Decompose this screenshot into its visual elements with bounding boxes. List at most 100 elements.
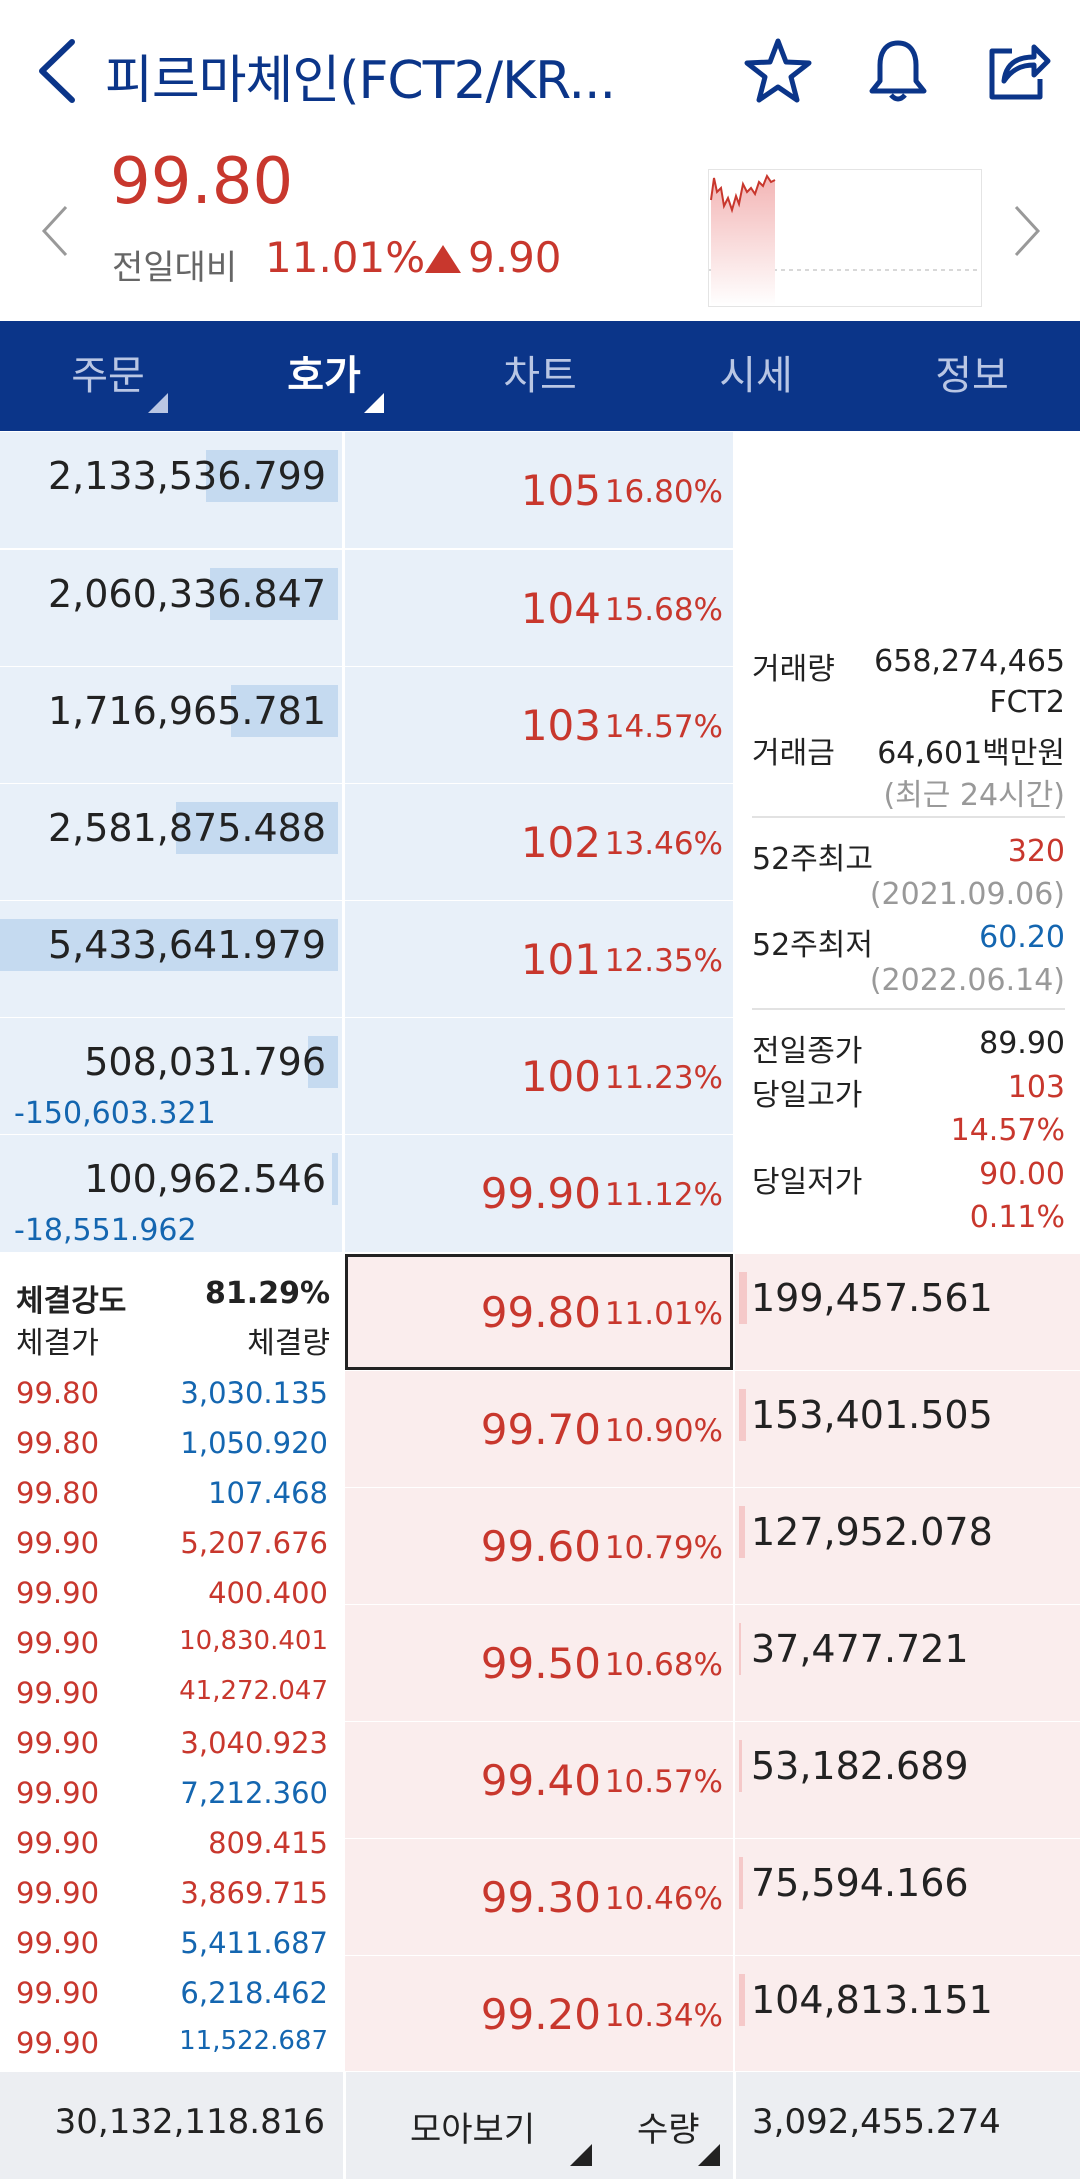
ask-qty-cell[interactable]: 508,031.796 -150,603.321 bbox=[0, 1018, 342, 1134]
bid-price-cell[interactable]: 99.70 10.90% bbox=[345, 1371, 733, 1487]
bid-volume-bar bbox=[739, 1974, 745, 2026]
bid-qty-cell[interactable]: 127,952.078 bbox=[735, 1488, 1080, 1604]
trade-price: 99.90 bbox=[16, 1626, 100, 1660]
tab-quotes-label: 시세 bbox=[719, 353, 793, 399]
ask-volume-bar bbox=[332, 1153, 338, 1205]
tab-corner-icon bbox=[364, 393, 384, 413]
ask-price: 104 bbox=[520, 584, 601, 633]
back-icon[interactable] bbox=[32, 36, 84, 106]
order-book-footer: 30,132,118.816 모아보기 수량 3,092,455.274 bbox=[0, 2072, 1080, 2179]
bid-qty-cell[interactable]: 75,594.166 bbox=[735, 1839, 1080, 1955]
bid-qty-cell[interactable]: 37,477.721 bbox=[735, 1605, 1080, 1721]
bid-price: 99.40 bbox=[480, 1756, 601, 1805]
bid-price-cell[interactable]: 99.40 10.57% bbox=[345, 1722, 733, 1838]
ask-price-cell[interactable]: 100 11.23% bbox=[345, 1018, 733, 1134]
divider bbox=[343, 2072, 346, 2179]
bid-price: 99.20 bbox=[480, 1990, 601, 2039]
bid-price-cell-current[interactable]: 99.80 11.01% bbox=[345, 1254, 733, 1370]
bid-qty-cell[interactable]: 104,813.151 bbox=[735, 1956, 1080, 2071]
next-arrow-icon[interactable] bbox=[1012, 203, 1042, 259]
share-icon[interactable] bbox=[982, 35, 1054, 107]
trade-history-panel[interactable]: 체결강도 81.29% 체결가 체결량 99.80 3,030.135 99.80 1… bbox=[0, 1254, 342, 2072]
bid-volume-bar bbox=[739, 1857, 743, 1909]
tab-info[interactable]: 정보 bbox=[864, 321, 1080, 431]
ask-qty-cell[interactable]: 1,716,965.781 bbox=[0, 667, 342, 783]
bid-rate: 10.57% bbox=[604, 1764, 723, 1800]
bid-qty: 53,182.689 bbox=[751, 1744, 969, 1788]
tab-orderbook[interactable]: 호가 bbox=[216, 321, 432, 431]
trade-qty-header: 체결량 bbox=[247, 1326, 330, 1361]
trade-qty: 11,522.687 bbox=[179, 2026, 328, 2056]
trade-price: 99.90 bbox=[16, 1526, 100, 1560]
tab-info-label: 정보 bbox=[935, 353, 1009, 399]
bid-qty-cell[interactable]: 153,401.505 bbox=[735, 1371, 1080, 1487]
trade-row: 99.90 11,522.687 bbox=[16, 2026, 328, 2072]
bid-qty: 199,457.561 bbox=[751, 1276, 993, 1320]
bid-qty-cell[interactable]: 199,457.561 bbox=[735, 1254, 1080, 1370]
ask-qty-cell[interactable]: 2,581,875.488 bbox=[0, 784, 342, 900]
trade-row: 99.90 5,411.687 bbox=[16, 1926, 328, 1976]
unit-select-button[interactable]: 수량 bbox=[610, 2072, 730, 2179]
ask-price-cell[interactable]: 99.90 11.12% bbox=[345, 1135, 733, 1252]
total-bid-qty: 3,092,455.274 bbox=[752, 2102, 1001, 2142]
ask-qty-cell[interactable]: 100,962.546 -18,551.962 bbox=[0, 1135, 342, 1252]
day-high-rate: 14.57% bbox=[950, 1113, 1065, 1148]
bid-price-cell[interactable]: 99.60 10.79% bbox=[345, 1488, 733, 1604]
bid-price: 99.60 bbox=[480, 1522, 601, 1571]
trade-row: 99.90 3,040.923 bbox=[16, 1726, 328, 1776]
tab-order-label: 주문 bbox=[71, 353, 145, 399]
trade-qty: 809.415 bbox=[208, 1826, 328, 1860]
ask-qty: 2,060,336.847 bbox=[47, 572, 326, 616]
star-icon[interactable] bbox=[742, 35, 814, 107]
tab-orderbook-label: 호가 bbox=[287, 353, 361, 399]
bid-rate: 10.90% bbox=[604, 1413, 723, 1449]
trade-row: 99.80 1,050.920 bbox=[16, 1426, 328, 1476]
mini-price-chart[interactable] bbox=[708, 169, 982, 307]
bid-price-cell[interactable]: 99.50 10.68% bbox=[345, 1605, 733, 1721]
bell-icon[interactable] bbox=[862, 35, 934, 107]
ask-price-cell[interactable]: 101 12.35% bbox=[345, 901, 733, 1017]
ask-qty: 100,962.546 bbox=[84, 1157, 326, 1201]
trade-qty: 400.400 bbox=[208, 1576, 328, 1610]
trade-price: 99.80 bbox=[16, 1426, 100, 1460]
trade-qty: 7,212.360 bbox=[180, 1776, 328, 1810]
trade-price: 99.90 bbox=[16, 1776, 100, 1810]
prev-arrow-icon[interactable] bbox=[40, 203, 70, 259]
trade-row: 99.90 10,830.401 bbox=[16, 1626, 328, 1676]
ask-qty-cell[interactable]: 5,433,641.979 bbox=[0, 901, 342, 1017]
group-view-button[interactable]: 모아보기 bbox=[380, 2072, 592, 2179]
tab-order[interactable]: 주문 bbox=[0, 321, 216, 431]
ask-price-cell[interactable]: 104 15.68% bbox=[345, 550, 733, 666]
day-high-label: 당일고가 bbox=[752, 1078, 863, 1113]
tab-quotes[interactable]: 시세 bbox=[648, 321, 864, 431]
trade-qty: 5,411.687 bbox=[180, 1926, 328, 1960]
top-bar: 피르마체인(FCT2/KR... bbox=[0, 0, 1080, 145]
ask-qty: 5,433,641.979 bbox=[47, 923, 326, 967]
ask-price-cell[interactable]: 103 14.57% bbox=[345, 667, 733, 783]
market-info-panel bbox=[735, 432, 1080, 1252]
bid-qty-cell[interactable]: 53,182.689 bbox=[735, 1722, 1080, 1838]
ask-rate: 14.57% bbox=[604, 709, 723, 745]
dropdown-corner-icon bbox=[570, 2144, 592, 2166]
ask-rate: 11.23% bbox=[604, 1060, 723, 1096]
bid-price-cell[interactable]: 99.30 10.46% bbox=[345, 1839, 733, 1955]
trade-price: 99.80 bbox=[16, 1476, 100, 1510]
low52-value: 60.20 bbox=[979, 920, 1065, 955]
trade-price: 99.90 bbox=[16, 1876, 100, 1910]
trade-row: 99.90 6,218.462 bbox=[16, 1976, 328, 2026]
ask-rate: 11.12% bbox=[604, 1177, 723, 1213]
trade-price: 99.90 bbox=[16, 1576, 100, 1610]
tab-bar: 주문 호가 차트 시세 정보 bbox=[0, 321, 1080, 431]
bid-price-cell[interactable]: 99.20 10.34% bbox=[345, 1956, 733, 2071]
period-note: (최근 24시간) bbox=[883, 778, 1065, 813]
ask-qty-cell[interactable]: 2,060,336.847 bbox=[0, 550, 342, 666]
ask-qty-cell[interactable]: 2,133,536.799 bbox=[0, 432, 342, 548]
day-low-label: 당일저가 bbox=[752, 1165, 863, 1200]
ask-qty: 1,716,965.781 bbox=[47, 689, 326, 733]
ask-price-cell[interactable]: 102 13.46% bbox=[345, 784, 733, 900]
ask-price-cell[interactable]: 105 16.80% bbox=[345, 432, 733, 548]
ask-qty-change: -18,551.962 bbox=[14, 1213, 197, 1248]
strength-value: 81.29% bbox=[205, 1276, 330, 1311]
change-rate: 11.01% bbox=[265, 233, 426, 282]
tab-chart[interactable]: 차트 bbox=[432, 321, 648, 431]
